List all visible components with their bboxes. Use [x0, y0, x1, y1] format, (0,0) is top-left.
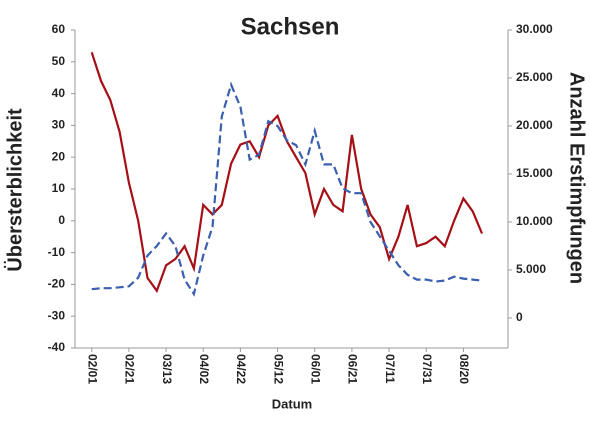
y-tick-label: 0 [58, 213, 65, 227]
x-tick-label: 07/11 [383, 354, 397, 384]
y-tick-label: 50 [52, 54, 66, 68]
y2-tick-label: 15.000 [516, 166, 553, 180]
y2-tick-label: 25.000 [516, 70, 553, 84]
y-tick-label: -30 [48, 308, 66, 322]
y2-tick-label: 30.000 [516, 22, 553, 36]
y-tick-label: 20 [52, 149, 66, 163]
y-tick-label: 40 [52, 86, 66, 100]
x-tick-label: 02/01 [86, 354, 100, 384]
y2-tick-label: 10.000 [516, 214, 553, 228]
x-tick-label: 06/21 [346, 354, 360, 384]
y2-tick-label: 5.000 [516, 262, 546, 276]
y-tick-label: 10 [52, 181, 66, 195]
y-tick-label: -10 [48, 245, 66, 259]
x-tick-label: 04/02 [197, 354, 211, 384]
x-tick-label: 06/01 [309, 354, 323, 384]
series-line [90, 51, 484, 294]
y-tick-label: -40 [48, 340, 66, 354]
x-tick-label: 05/12 [271, 354, 285, 384]
x-tick-label: 03/13 [160, 354, 174, 384]
y-tick-label: 60 [52, 22, 66, 36]
y-tick-label: 30 [52, 118, 66, 132]
x-tick-label: 04/22 [234, 354, 248, 384]
y2-axis-label: Anzahl Erstimpfungen [566, 72, 588, 284]
chart-title: Sachsen [241, 13, 340, 40]
y2-tick-label: 20.000 [516, 118, 553, 132]
y2-tick-label: 0 [516, 310, 523, 324]
y-tick-label: -20 [48, 277, 66, 291]
series-line [91, 81, 483, 297]
x-tick-label: 02/21 [123, 354, 137, 384]
y-axis-label: Übersterblichkeit [3, 108, 26, 272]
x-tick-label: 07/31 [420, 354, 434, 384]
x-axis-label: Datum [272, 396, 312, 411]
x-tick-label: 08/20 [457, 354, 471, 384]
